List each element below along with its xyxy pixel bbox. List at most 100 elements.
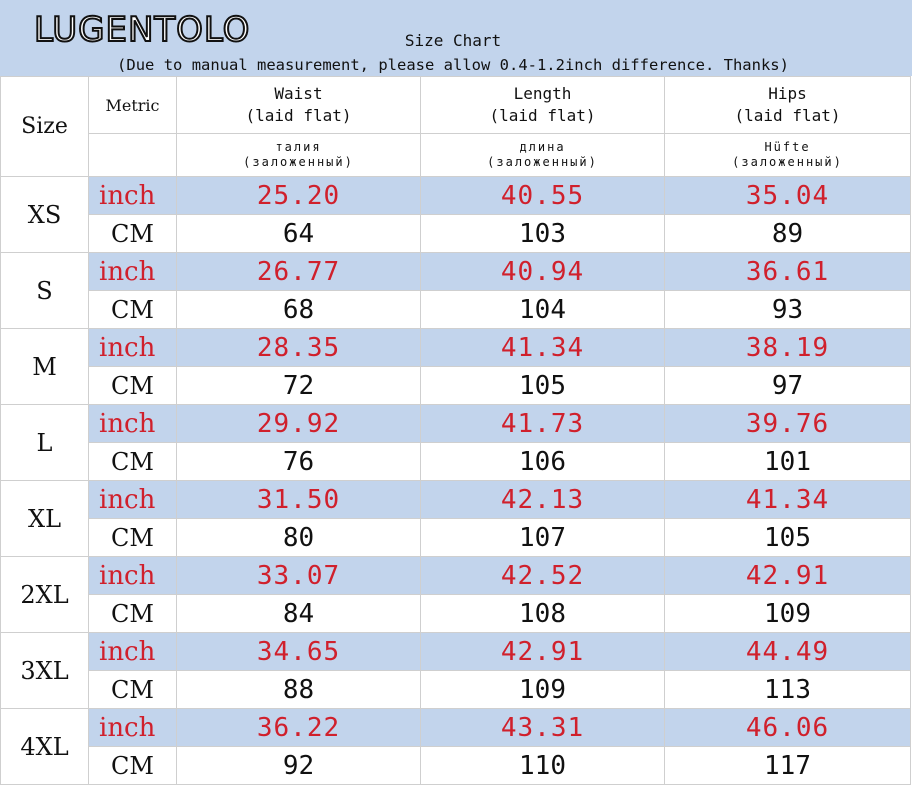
inch-value: 35.04 — [664, 176, 911, 215]
unit-cm-label: CM — [88, 366, 177, 405]
hips-column-header-ru: Hüfte (заложенный) — [664, 133, 911, 177]
cm-row: CM 64 103 89 — [1, 214, 911, 253]
cm-row: CM 80 107 105 — [1, 518, 911, 557]
cm-value: 101 — [664, 442, 911, 481]
inch-value: 41.34 — [420, 328, 665, 367]
cm-value: 105 — [664, 518, 911, 557]
column-name: Hips — [768, 84, 807, 103]
length-column-header: Length (laid flat) — [420, 76, 665, 134]
inch-value: 41.34 — [664, 480, 911, 519]
cm-value: 109 — [420, 670, 665, 709]
unit-inch-label: inch — [88, 708, 177, 747]
cm-value: 107 — [420, 518, 665, 557]
cm-value: 109 — [664, 594, 911, 633]
cm-value: 97 — [664, 366, 911, 405]
inch-value: 33.07 — [176, 556, 421, 595]
unit-cm-label: CM — [88, 442, 177, 481]
size-table: Size Metric Waist (laid flat) Length (la… — [0, 76, 911, 785]
column-note: (laid flat) — [734, 106, 841, 125]
cm-value: 80 — [176, 518, 421, 557]
header-row: Size Metric Waist (laid flat) Length (la… — [0, 76, 911, 177]
inch-row: 3XL inch 34.65 42.91 44.49 — [0, 632, 911, 709]
unit-inch-label: inch — [88, 556, 177, 595]
cm-value: 88 — [176, 670, 421, 709]
length-column-header-ru: длина (заложенный) — [420, 133, 665, 177]
inch-value: 34.65 — [176, 632, 421, 671]
column-note: (laid flat) — [489, 106, 596, 125]
inch-value: 29.92 — [176, 404, 421, 443]
inch-value: 44.49 — [664, 632, 911, 671]
column-name-ru: талия — [275, 140, 322, 154]
unit-cm-label: CM — [88, 594, 177, 633]
unit-inch-label: inch — [88, 404, 177, 443]
cm-value: 93 — [664, 290, 911, 329]
size-label: 2XL — [0, 556, 89, 633]
inch-value: 42.91 — [664, 556, 911, 595]
size-label: 3XL — [0, 632, 89, 709]
unit-inch-label: inch — [88, 252, 177, 291]
inch-value: 28.35 — [176, 328, 421, 367]
waist-column-header: Waist (laid flat) — [176, 76, 421, 134]
column-name-ru: Hüfte — [764, 140, 811, 154]
inch-value: 36.22 — [176, 708, 421, 747]
column-note-ru: (заложенный) — [487, 155, 598, 169]
inch-row: 4XL inch 36.22 43.31 46.06 — [0, 708, 911, 785]
column-name: Waist — [274, 84, 323, 103]
cm-value: 89 — [664, 214, 911, 253]
cm-value: 76 — [176, 442, 421, 481]
size-label: L — [0, 404, 89, 481]
unit-cm-label: CM — [88, 290, 177, 329]
inch-value: 39.76 — [664, 404, 911, 443]
header-row-translation: талия (заложенный) длина (заложенный) Hü… — [1, 133, 911, 177]
size-label: XS — [0, 176, 89, 253]
inch-row: XL inch 31.50 42.13 41.34 — [0, 480, 911, 557]
inch-value: 42.13 — [420, 480, 665, 519]
inch-value: 26.77 — [176, 252, 421, 291]
chart-header: LUGENTOLO Size Chart (Due to manual meas… — [0, 0, 912, 76]
size-label: XL — [0, 480, 89, 557]
column-name-ru: длина — [519, 140, 566, 154]
unit-cm-label: CM — [88, 670, 177, 709]
inch-value: 31.50 — [176, 480, 421, 519]
cm-value: 103 — [420, 214, 665, 253]
hips-column-header: Hips (laid flat) — [664, 76, 911, 134]
inch-row: XS inch 25.20 40.55 35.04 — [0, 176, 911, 253]
column-name: Length — [513, 84, 572, 103]
cm-row: CM 72 105 97 — [1, 366, 911, 405]
cm-row: CM 84 108 109 — [1, 594, 911, 633]
chart-subtitle: (Due to manual measurement, please allow… — [117, 56, 789, 74]
inch-value: 46.06 — [664, 708, 911, 747]
metric-column-header: Metric — [88, 76, 177, 134]
cm-value: 106 — [420, 442, 665, 481]
unit-cm-label: CM — [88, 746, 177, 785]
cm-value: 108 — [420, 594, 665, 633]
brand-logo: LUGENTOLO — [33, 9, 251, 51]
cm-value: 64 — [176, 214, 421, 253]
size-label: M — [0, 328, 89, 405]
inch-value: 43.31 — [420, 708, 665, 747]
inch-value: 42.91 — [420, 632, 665, 671]
inch-value: 42.52 — [420, 556, 665, 595]
unit-cm-label: CM — [88, 214, 177, 253]
column-note-ru: (заложенный) — [732, 155, 843, 169]
cm-value: 68 — [176, 290, 421, 329]
cm-row: CM 68 104 93 — [1, 290, 911, 329]
column-note-ru: (заложенный) — [243, 155, 354, 169]
unit-cm-label: CM — [88, 518, 177, 557]
inch-value: 38.19 — [664, 328, 911, 367]
inch-value: 41.73 — [420, 404, 665, 443]
cm-value: 117 — [664, 746, 911, 785]
cm-value: 105 — [420, 366, 665, 405]
size-column-header: Size — [0, 76, 89, 177]
column-note: (laid flat) — [245, 106, 352, 125]
cm-row: CM 92 110 117 — [1, 746, 911, 785]
inch-value: 25.20 — [176, 176, 421, 215]
size-label: S — [0, 252, 89, 329]
inch-value: 36.61 — [664, 252, 911, 291]
unit-inch-label: inch — [88, 632, 177, 671]
cm-value: 110 — [420, 746, 665, 785]
cm-value: 84 — [176, 594, 421, 633]
